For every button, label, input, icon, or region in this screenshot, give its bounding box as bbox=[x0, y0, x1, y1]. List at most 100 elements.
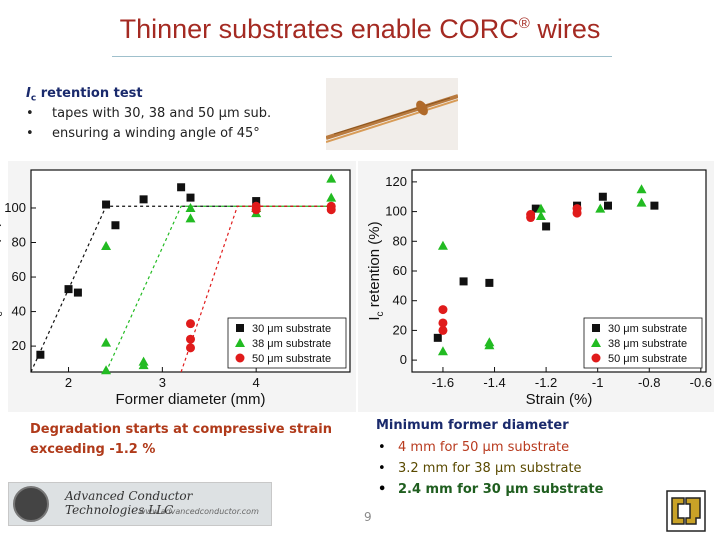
y-tick-label: 60 bbox=[12, 269, 26, 284]
data-point bbox=[236, 324, 244, 332]
y-tick-label: 80 bbox=[12, 235, 26, 250]
bullet-glyph: • bbox=[378, 440, 386, 455]
y-axis-label-sub: c bbox=[375, 311, 386, 316]
retention-test-heading: Ic retention test bbox=[26, 86, 143, 104]
y-tick-label: 100 bbox=[385, 204, 407, 219]
data-point bbox=[437, 240, 448, 250]
x-tick-label: -1.6 bbox=[432, 375, 454, 390]
data-point bbox=[636, 197, 647, 207]
data-point bbox=[185, 213, 196, 223]
y-axis-label-main: I bbox=[0, 316, 2, 320]
data-point bbox=[572, 208, 582, 218]
data-point bbox=[438, 305, 448, 315]
data-point bbox=[251, 205, 261, 215]
data-point bbox=[535, 211, 546, 221]
data-point bbox=[186, 334, 195, 344]
y-tick-label: 80 bbox=[393, 233, 407, 248]
x-axis-label: Strain (%) bbox=[526, 391, 593, 408]
data-point bbox=[598, 192, 607, 201]
title-main: Thinner substrates enable CORC bbox=[119, 14, 519, 44]
min-diameter-heading: Minimum former diameter bbox=[376, 418, 569, 433]
y-axis-label-sub: c bbox=[0, 311, 5, 316]
logo-url: www.advancedconductor.com bbox=[139, 507, 259, 516]
data-point bbox=[326, 192, 337, 202]
legend-label: 30 μm substrate bbox=[252, 323, 331, 335]
title-divider bbox=[112, 56, 612, 57]
legend-label: 38 μm substrate bbox=[608, 338, 687, 350]
x-tick-label: -1.2 bbox=[535, 375, 557, 390]
data-point bbox=[73, 288, 82, 297]
y-tick-label: 20 bbox=[12, 338, 26, 353]
data-point bbox=[252, 197, 261, 206]
x-tick-label: -1.4 bbox=[483, 375, 505, 390]
y-tick-label: 0 bbox=[400, 352, 407, 367]
y-tick-label: 20 bbox=[393, 322, 407, 337]
degradation-line-1: Degradation starts at compressive strain bbox=[30, 422, 332, 437]
x-axis-label: Former diameter (mm) bbox=[115, 391, 265, 408]
title-tail: wires bbox=[529, 14, 601, 44]
data-point bbox=[101, 337, 112, 347]
data-point bbox=[235, 353, 245, 363]
data-point bbox=[36, 350, 45, 359]
data-point bbox=[139, 195, 148, 204]
data-point bbox=[326, 205, 336, 215]
bullet-glyph: • bbox=[26, 126, 34, 141]
x-tick-label: -1 bbox=[592, 375, 604, 390]
min-item-text: 3.2 mm for 38 μm substrate bbox=[398, 461, 582, 476]
data-point bbox=[526, 213, 536, 223]
page-number: 9 bbox=[364, 510, 372, 524]
degradation-line-2: exceeding -1.2 % bbox=[30, 442, 156, 457]
bullet-glyph: • bbox=[378, 482, 387, 497]
ic-subscript: c bbox=[30, 93, 37, 104]
x-tick-label: -0.6 bbox=[690, 375, 712, 390]
y-axis-label: Ic retention (%) bbox=[0, 221, 5, 320]
cable-cross-section-icon bbox=[13, 486, 49, 522]
min-item-text: 4 mm for 50 μm substrate bbox=[398, 440, 570, 455]
legend-box bbox=[583, 317, 703, 369]
corc-wire-illustration bbox=[325, 94, 459, 143]
ic-symbol: I bbox=[26, 86, 31, 101]
data-point bbox=[437, 346, 448, 356]
y-axis-label-main: I bbox=[366, 316, 383, 320]
y-axis-label: Ic retention (%) bbox=[366, 221, 386, 320]
data-point bbox=[186, 343, 195, 353]
retention-bullet-1: • tapes with 30, 38 and 50 μm sub. bbox=[26, 106, 271, 121]
bullet-glyph: • bbox=[378, 461, 386, 476]
legend-label: 50 μm substrate bbox=[252, 353, 331, 365]
data-point bbox=[592, 324, 600, 332]
data-point bbox=[235, 338, 245, 347]
y-tick-label: 120 bbox=[385, 174, 407, 189]
data-point bbox=[650, 201, 659, 210]
data-point bbox=[484, 340, 495, 350]
data-point bbox=[186, 319, 195, 329]
x-tick-label: 3 bbox=[159, 375, 166, 390]
data-point bbox=[531, 204, 540, 213]
y-axis-label-tail: retention (%) bbox=[0, 221, 2, 311]
data-point bbox=[433, 333, 442, 342]
data-point bbox=[177, 183, 186, 192]
legend-label: 30 μm substrate bbox=[608, 323, 687, 335]
x-tick-label: 2 bbox=[65, 375, 72, 390]
data-point bbox=[111, 221, 120, 230]
data-point bbox=[102, 200, 111, 209]
act-logo: Advanced Conductor Technologies LLC www.… bbox=[8, 482, 272, 526]
data-point bbox=[438, 325, 448, 335]
data-point bbox=[535, 203, 546, 213]
university-logo-icon bbox=[666, 490, 706, 532]
data-point bbox=[326, 173, 337, 183]
fit-line bbox=[180, 205, 332, 373]
slide-title: Thinner substrates enable CORC® wires bbox=[0, 14, 720, 45]
retention-heading-text: retention test bbox=[36, 86, 143, 101]
data-point bbox=[101, 240, 112, 250]
data-point bbox=[604, 201, 612, 210]
y-tick-label: 40 bbox=[393, 293, 407, 308]
data-point bbox=[138, 360, 149, 370]
y-tick-label: 100 bbox=[4, 200, 26, 215]
min-diameter-item-3: • 2.4 mm for 30 μm substrate bbox=[378, 482, 603, 497]
data-point bbox=[438, 318, 448, 328]
y-tick-label: 60 bbox=[393, 263, 407, 278]
data-point bbox=[185, 202, 196, 212]
bullet-glyph: • bbox=[26, 106, 34, 121]
